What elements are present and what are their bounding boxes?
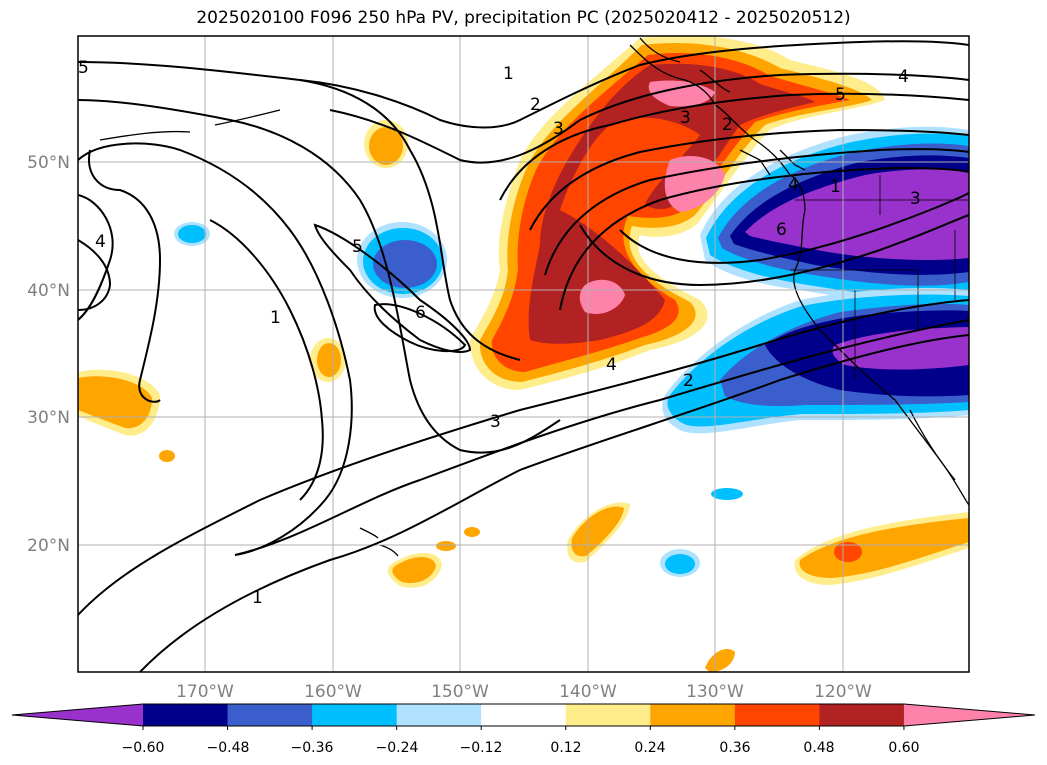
map-title: 2025020100 F096 250 hPa PV, precipitatio… bbox=[196, 8, 851, 28]
lon-label: 170°W bbox=[176, 682, 234, 702]
contour-label: 3 bbox=[553, 119, 564, 139]
longitude-labels: 170°W 160°W 150°W 140°W 130°W 120°W bbox=[176, 682, 872, 702]
colorbar-swatch bbox=[819, 704, 905, 726]
contour-label: 1 bbox=[503, 64, 514, 84]
colorbar-tick-label: −0.12 bbox=[460, 740, 503, 756]
colorbar-swatch bbox=[396, 704, 482, 726]
colorbar-tick-label: −0.60 bbox=[122, 740, 165, 756]
colorbar-tick-labels: −0.60 −0.48 −0.36 −0.24 −0.12 0.12 0.24 … bbox=[122, 740, 920, 756]
contour-label: 5 bbox=[78, 58, 89, 78]
contour-label: 4 bbox=[95, 232, 106, 252]
colorbar-swatch bbox=[312, 704, 398, 726]
colorbar-swatch bbox=[650, 704, 736, 726]
pv-contour-labels: 1 2 3 4 5 6 1 2 3 4 5 6 1 2 3 4 3 4 5 1 bbox=[78, 58, 921, 608]
lat-label: 30°N bbox=[27, 408, 70, 428]
contour-label: 6 bbox=[415, 303, 426, 323]
colorbar-tick-label: 0.60 bbox=[888, 740, 919, 756]
contour-label: 2 bbox=[530, 95, 541, 115]
colorbar-tick-label: −0.24 bbox=[376, 740, 419, 756]
map-plot-area: 1 2 3 4 5 6 1 2 3 4 5 6 1 2 3 4 3 4 5 1 bbox=[78, 36, 969, 672]
lon-label: 160°W bbox=[304, 682, 362, 702]
lat-label: 20°N bbox=[27, 536, 70, 556]
colorbar-tick-label: −0.36 bbox=[291, 740, 334, 756]
contour-label: 4 bbox=[898, 67, 909, 87]
state-borders bbox=[790, 175, 969, 380]
graticule bbox=[78, 36, 969, 672]
colorbar-swatch bbox=[143, 704, 229, 726]
contour-label: 4 bbox=[606, 355, 617, 375]
contour-label: 3 bbox=[680, 108, 691, 128]
contour-label: 6 bbox=[776, 220, 787, 240]
lat-label: 40°N bbox=[27, 281, 70, 301]
colorbar-tick-label: −0.48 bbox=[207, 740, 250, 756]
map-frame bbox=[77, 35, 970, 673]
colorbar bbox=[11, 703, 1036, 730]
colorbar-swatch bbox=[734, 704, 820, 726]
colorbar-swatch bbox=[481, 704, 567, 726]
lon-label: 140°W bbox=[559, 682, 617, 702]
colorbar-swatch bbox=[565, 704, 651, 726]
contour-label: 3 bbox=[910, 189, 921, 209]
lon-label: 130°W bbox=[686, 682, 744, 702]
colorbar-extend-low bbox=[12, 704, 143, 726]
colorbar-tick-label: 0.12 bbox=[550, 740, 581, 756]
contour-label: 1 bbox=[830, 177, 841, 197]
contour-label: 1 bbox=[270, 308, 281, 328]
colorbar-tick-label: 0.24 bbox=[634, 740, 665, 756]
lon-label: 120°W bbox=[814, 682, 872, 702]
contour-label: 1 bbox=[252, 588, 263, 608]
contour-label: 4 bbox=[788, 175, 799, 195]
contour-label: 2 bbox=[722, 115, 733, 135]
colorbar-swatch bbox=[227, 704, 313, 726]
latitude-labels: 50°N 40°N 30°N 20°N bbox=[27, 153, 70, 556]
colorbar-tick-label: 0.36 bbox=[719, 740, 750, 756]
lat-label: 50°N bbox=[27, 153, 70, 173]
contour-label: 3 bbox=[490, 412, 501, 432]
coastlines bbox=[99, 37, 969, 557]
pv-contours bbox=[78, 40, 969, 672]
lon-label: 150°W bbox=[431, 682, 489, 702]
contour-label: 5 bbox=[835, 85, 846, 105]
colorbar-extend-high bbox=[903, 704, 1035, 726]
colorbar-tick-label: 0.48 bbox=[803, 740, 834, 756]
contour-label: 2 bbox=[683, 371, 694, 391]
contour-label: 5 bbox=[352, 237, 363, 257]
